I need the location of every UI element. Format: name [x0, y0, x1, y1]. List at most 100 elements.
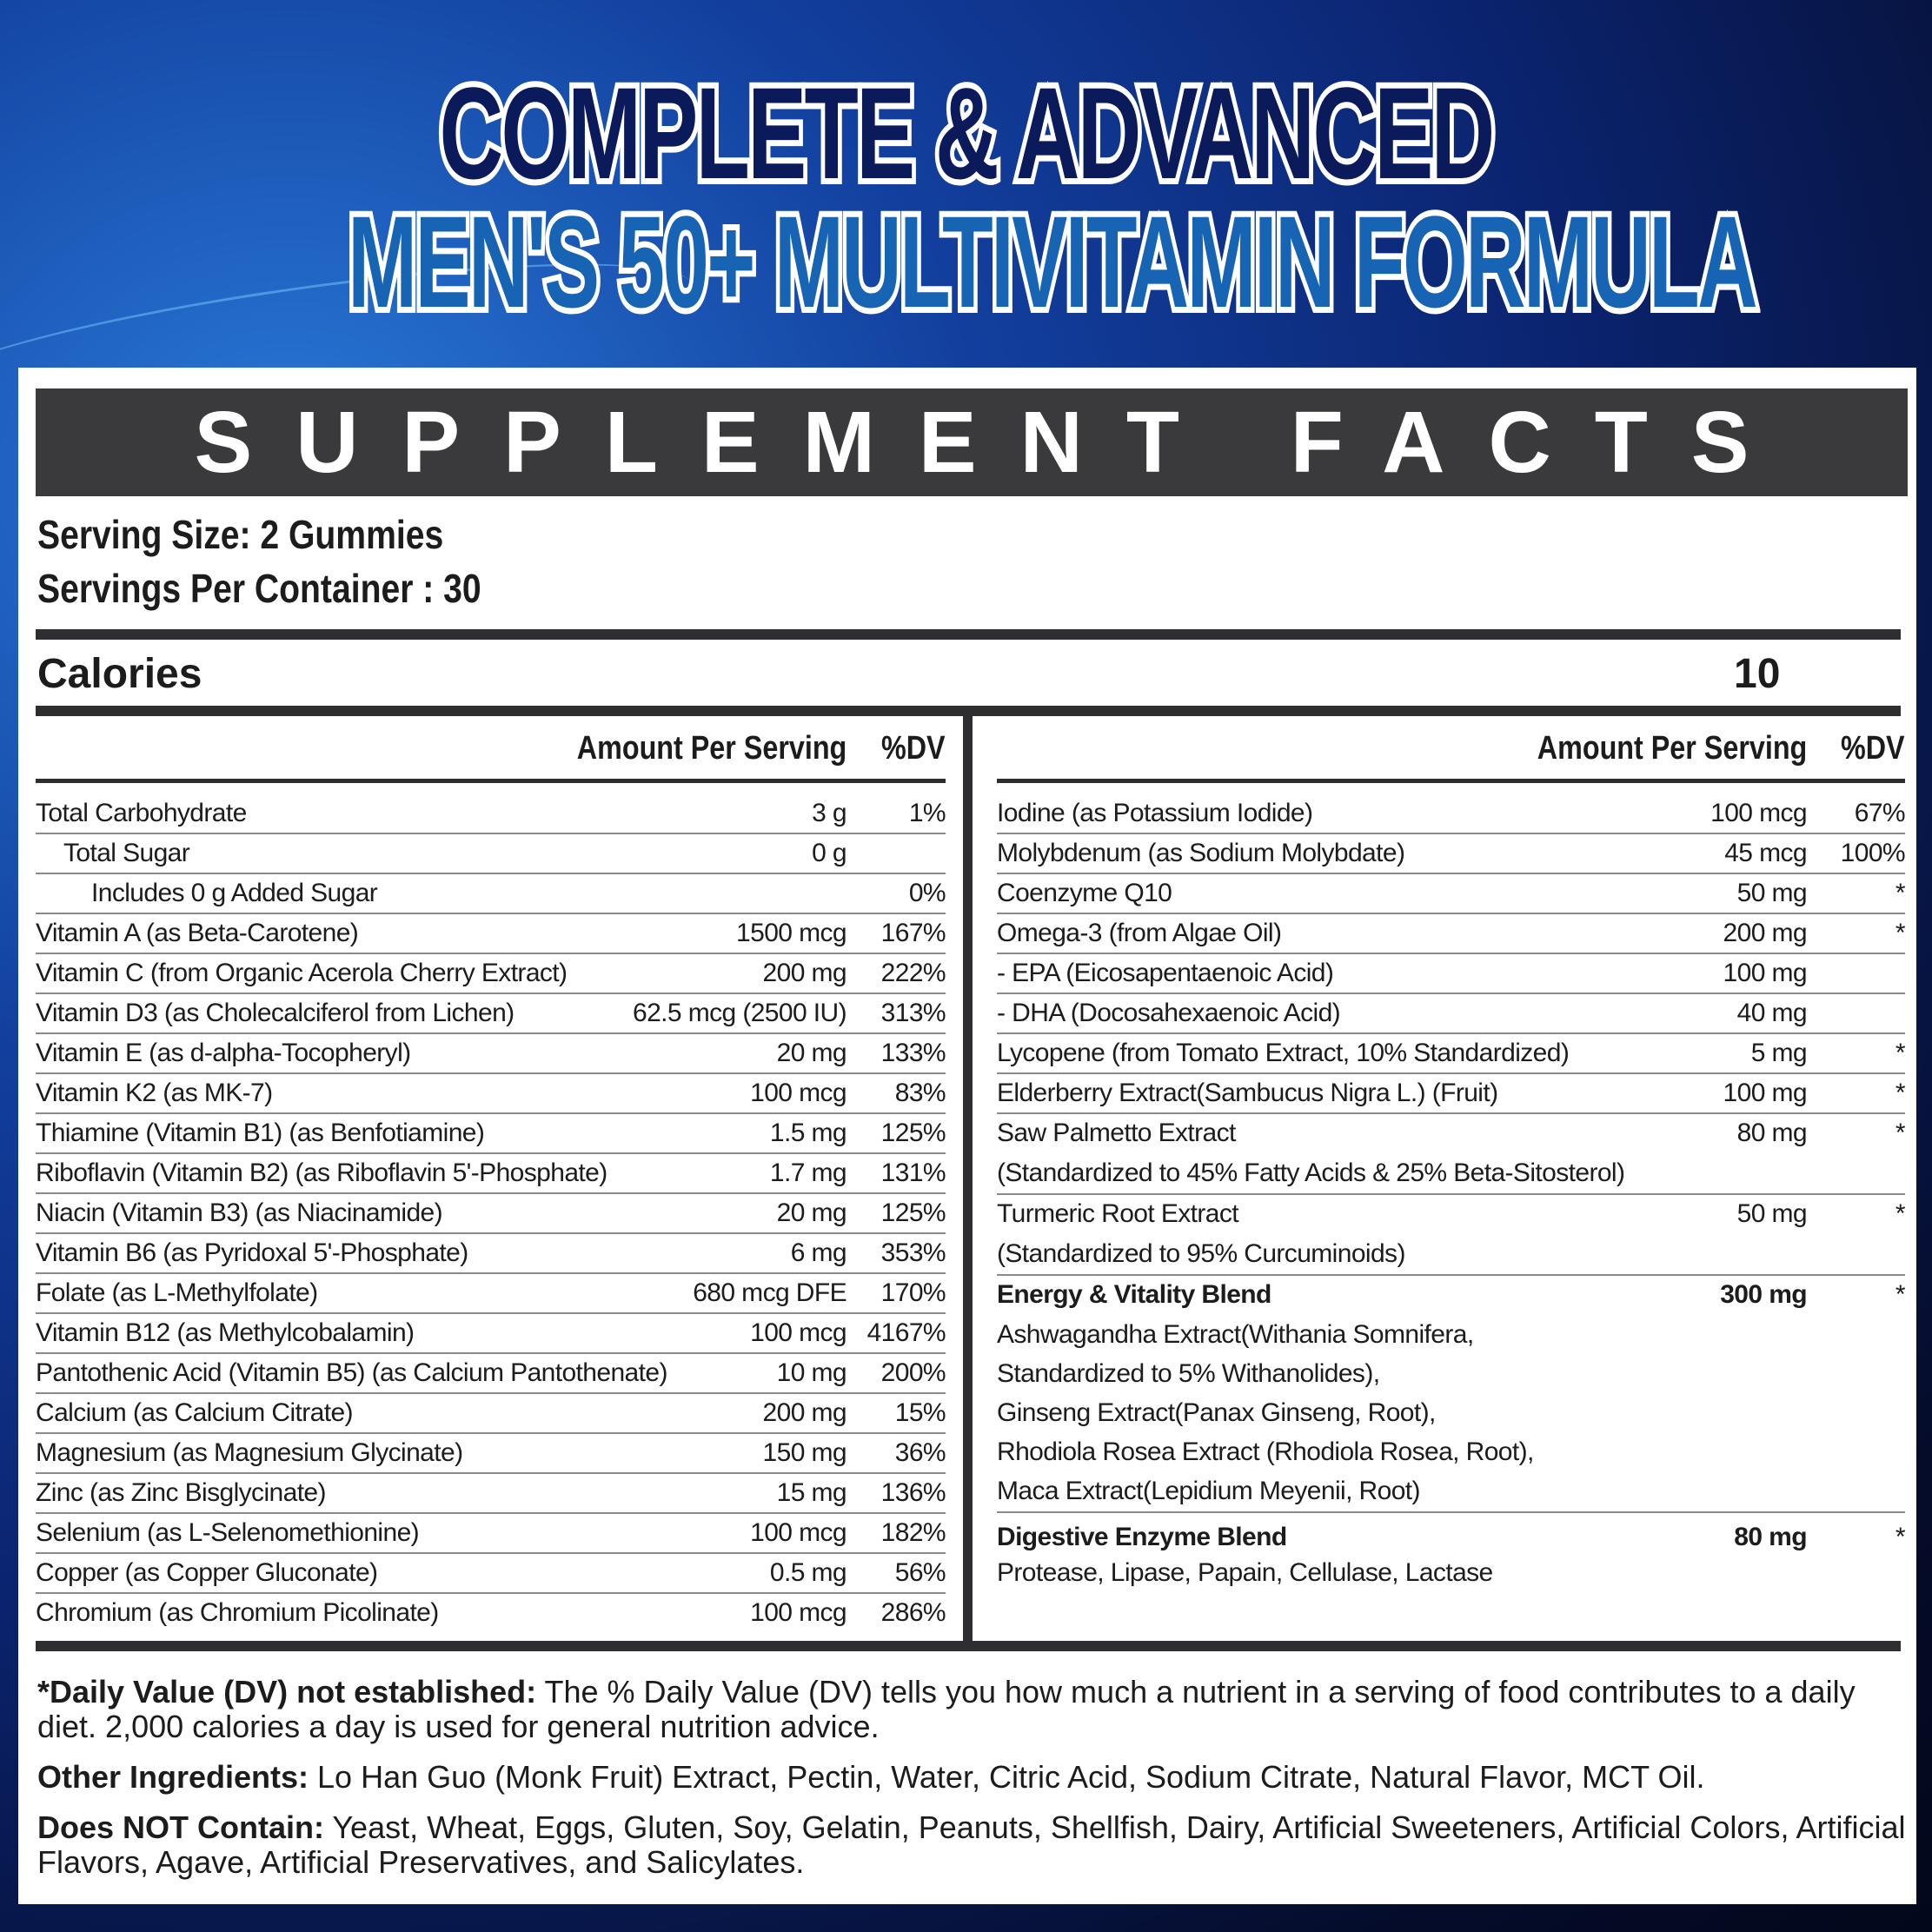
header-rule — [36, 779, 946, 783]
right-amount-header: Amount Per Serving — [1537, 730, 1807, 767]
header-rule — [997, 779, 1905, 783]
nutrient-amount: 62.5 mcg (2500 IU) — [633, 999, 847, 1027]
nutrient-amount: 5 mg — [1750, 1039, 1808, 1067]
nutrient-name: Omega-3 (from Algae Oil) — [997, 919, 1282, 947]
nutrient-name: Turmeric Root Extract — [997, 1199, 1239, 1228]
table-row: Calcium (as Calcium Citrate) 200 mg 15% — [36, 1394, 946, 1434]
table-row: Zinc (as Zinc Bisglycinate) 15 mg 136% — [36, 1474, 946, 1514]
nutrient-amount: 50 mg — [1736, 879, 1808, 907]
nutrient-line: Iodine (as Potassium Iodide) 100 mcg 67% — [997, 794, 1906, 834]
table-row: Riboflavin (Vitamin B2) (as Riboflavin 5… — [36, 1154, 946, 1194]
table-row: Vitamin C (from Organic Acerola Cherry E… — [36, 954, 946, 994]
nutrient-dv: * — [1895, 1199, 1906, 1228]
sub-line: Ashwagandha Extract(Withania Somnifera, — [997, 1320, 1474, 1349]
nutrient-name: Iodine (as Potassium Iodide) — [997, 799, 1313, 827]
does-not-contain-label: Does NOT Contain: — [37, 1809, 324, 1845]
does-not-contain-text: Yeast, Wheat, Eggs, Gluten, Soy, Gelatin… — [37, 1809, 1906, 1880]
title-line-1: COMPLETE & ADVANCED — [435, 60, 1499, 206]
nutrient-amount: 0.5 mg — [769, 1558, 847, 1587]
nutrient-name: Lycopene (from Tomato Extract, 10% Stand… — [997, 1039, 1570, 1067]
table-row: Vitamin E (as d-alpha-Tocopheryl) 20 mg 13… — [36, 1034, 946, 1074]
other-ingredients: Other Ingredients: Lo Han Guo (Monk Frui… — [37, 1760, 1906, 1795]
nutrient-line: - DHA (Docosahexaenoic Acid) 40 mg — [997, 994, 1905, 1034]
daily-value-footnote: *Daily Value (DV) not established: The %… — [37, 1675, 1906, 1744]
calories-value: 10 — [1734, 651, 1781, 697]
nutrient-name: Vitamin A (as Beta-Carotene) — [36, 919, 359, 947]
left-nutrient-table: Total Carbohydrate 3 g 1% Total Sugar 0 g Inc… — [36, 794, 946, 1634]
table-row: Saw Palmetto Extract 80 mg * (Standardized … — [997, 1114, 1906, 1195]
nutrient-dv: * — [1895, 1119, 1906, 1147]
nutrient-amount: 45 mcg — [1724, 839, 1807, 867]
table-row: - EPA (Eicosapentaenoic Acid) 100 mg — [997, 954, 1905, 994]
table-row: Vitamin D3 (as Cholecalciferol from Lich… — [36, 994, 946, 1034]
right-dv-header: %DV — [1841, 730, 1905, 767]
sub-line: Ginseng Extract(Panax Ginseng, Root), — [997, 1398, 1436, 1427]
nutrient-name: Vitamin K2 (as MK-7) — [36, 1079, 273, 1107]
nutrient-amount: 100 mg — [1723, 1079, 1808, 1107]
nutrient-name: Riboflavin (Vitamin B2) (as Riboflavin 5… — [36, 1159, 607, 1187]
nutrient-name: Selenium (as L-Selenomethionine) — [36, 1518, 420, 1547]
nutrient-amount: 200 mg — [1723, 919, 1808, 947]
nutrient-amount: 0 g — [812, 839, 847, 867]
nutrient-line: Coenzyme Q10 50 mg * — [997, 874, 1906, 914]
nutrient-name: Saw Palmetto Extract — [997, 1119, 1236, 1147]
nutrient-name: - DHA (Docosahexaenoic Acid) — [997, 999, 1341, 1027]
nutrient-name: Total Carbohydrate — [36, 799, 247, 827]
nutrient-name: Total Sugar — [63, 839, 190, 867]
nutrient-line: Omega-3 (from Algae Oil) 200 mg * — [997, 914, 1906, 954]
nutrient-name: Elderberry Extract(Sambucus Nigra L.) (F… — [997, 1079, 1498, 1107]
nutrient-dv: 15% — [894, 1398, 946, 1427]
nutrient-line: Saw Palmetto Extract 80 mg * — [997, 1114, 1906, 1154]
nutrient-line: Molybdenum (as Sodium Molybdate) 45 mcg 10… — [997, 834, 1906, 874]
nutrient-dv: 170% — [880, 1278, 946, 1307]
nutrient-dv: 1% — [908, 799, 946, 827]
calories-label: Calories — [37, 651, 202, 697]
nutrient-name: Vitamin D3 (as Cholecalciferol from Lich… — [36, 999, 515, 1027]
nutrient-amount: 100 mcg — [750, 1518, 846, 1547]
nutrient-line: Digestive Enzyme Blend 80 mg * — [997, 1518, 1906, 1558]
nutrient-name: Calcium (as Calcium Citrate) — [36, 1398, 354, 1427]
nutrient-dv: 353% — [880, 1238, 946, 1267]
nutrient-name: Vitamin E (as d-alpha-Tocopheryl) — [36, 1039, 411, 1067]
nutrient-dv: 200% — [880, 1358, 946, 1387]
column-divider — [963, 716, 973, 1641]
nutrient-amount: 80 mg — [1734, 1523, 1807, 1551]
sub-line: (Standardized to 45% Fatty Acids & 25% B… — [997, 1159, 1625, 1187]
nutrient-name: Magnesium (as Magnesium Glycinate) — [36, 1438, 463, 1467]
right-nutrient-table: Iodine (as Potassium Iodide) 100 mcg 67% Mo… — [997, 794, 1906, 1590]
nutrient-line: Energy & Vitality Blend 300 mg * — [997, 1276, 1906, 1316]
nutrient-name: Niacin (Vitamin B3) (as Niacinamide) — [36, 1198, 443, 1227]
table-row: Coenzyme Q10 50 mg * — [997, 874, 1906, 914]
servings-per-container: Servings Per Container : 30 — [37, 566, 481, 611]
thick-rule — [36, 1641, 1901, 1651]
nutrient-name: Copper (as Copper Gluconate) — [36, 1558, 378, 1587]
nutrient-name: Vitamin C (from Organic Acerola Cherry E… — [36, 959, 568, 987]
dv-footnote-label: *Daily Value (DV) not established: — [37, 1674, 537, 1710]
nutrient-amount: 200 mg — [762, 1398, 847, 1427]
nutrient-amount: 80 mg — [1736, 1119, 1808, 1147]
nutrient-amount: 10 mg — [776, 1358, 847, 1387]
sub-line: Standardized to 5% Withanolides), — [997, 1359, 1380, 1388]
nutrient-amount: 100 mcg — [1710, 799, 1807, 827]
nutrient-dv: 182% — [880, 1518, 946, 1547]
table-row: Includes 0 g Added Sugar 0% — [36, 874, 946, 914]
nutrient-dv: 125% — [880, 1198, 946, 1227]
table-row: Digestive Enzyme Blend 80 mg * Protease, Li… — [997, 1518, 1906, 1590]
nutrient-amount: 1.7 mg — [769, 1159, 847, 1187]
nutrient-line: - EPA (Eicosapentaenoic Acid) 100 mg — [997, 954, 1905, 994]
table-row: Vitamin B6 (as Pyridoxal 5'-Phosphate) 6 … — [36, 1234, 946, 1274]
left-amount-header: Amount Per Serving — [576, 730, 846, 767]
nutrient-amount: 100 mcg — [750, 1318, 846, 1347]
nutrient-amount: 1500 mcg — [736, 919, 847, 947]
sub-line: Maca Extract(Lepidium Meyenii, Root) — [997, 1477, 1421, 1505]
nutrient-dv: 36% — [894, 1438, 946, 1467]
table-row: Niacin (Vitamin B3) (as Niacinamide) 20 m… — [36, 1194, 946, 1234]
nutrient-amount: 40 mg — [1736, 999, 1808, 1027]
nutrient-name: Chromium (as Chromium Picolinate) — [36, 1598, 439, 1627]
nutrient-name: - EPA (Eicosapentaenoic Acid) — [997, 959, 1334, 987]
table-row: Total Sugar 0 g — [36, 834, 946, 874]
nutrient-dv: 136% — [880, 1478, 946, 1507]
nutrient-dv: 222% — [880, 959, 946, 987]
title-line-2: MEN'S 50+ MULTIVITAMIN FORMULA — [344, 189, 1762, 335]
nutrient-name: Vitamin B12 (as Methylcobalamin) — [36, 1318, 415, 1347]
